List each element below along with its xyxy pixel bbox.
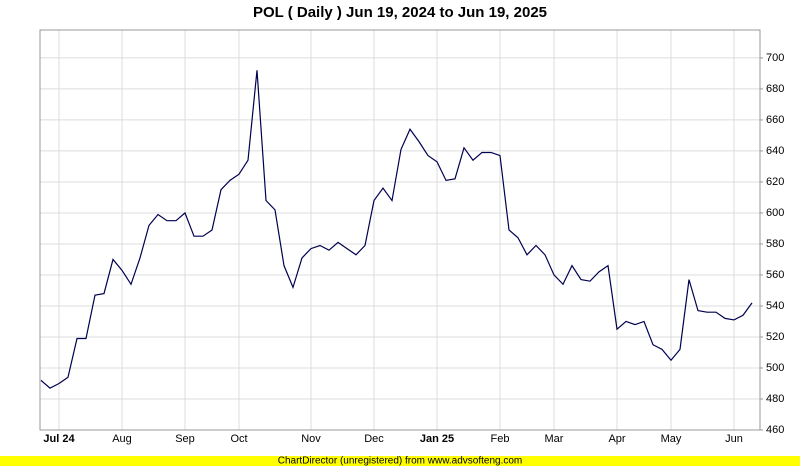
- y-tick-label: 660: [766, 114, 784, 126]
- plot-frame: [39, 29, 761, 431]
- y-tick-label: 500: [766, 362, 784, 374]
- x-tick-label: Oct: [230, 433, 247, 445]
- footer-bar: [0, 456, 800, 466]
- y-tick-label: 600: [766, 207, 784, 219]
- x-tick-label: Jun: [725, 433, 743, 445]
- y-tick-label: 620: [766, 176, 784, 188]
- x-tick-label: Aug: [112, 433, 132, 445]
- x-tick-label: Feb: [491, 433, 510, 445]
- x-tick-label: Apr: [608, 433, 625, 445]
- y-tick-label: 680: [766, 83, 784, 95]
- chart-title: POL ( Daily ) Jun 19, 2024 to Jun 19, 20…: [253, 4, 547, 21]
- y-tick-label: 480: [766, 393, 784, 405]
- x-tick-label: Jan 25: [420, 433, 454, 445]
- price-line: [40, 70, 753, 389]
- y-tick-label: 560: [766, 269, 784, 281]
- y-tick-label: 520: [766, 331, 784, 343]
- grid: [40, 30, 760, 431]
- x-tick-label: Mar: [545, 433, 564, 445]
- footer: ChartDirector (unregistered) from www.ad…: [278, 456, 523, 466]
- x-tick-label: May: [661, 433, 682, 445]
- y-tick-label: 460: [766, 424, 784, 436]
- y-tick-label: 700: [766, 52, 784, 64]
- x-tick-label: Nov: [301, 433, 321, 445]
- y-tick-label: 540: [766, 300, 784, 312]
- x-tick-label: Jul 24: [43, 433, 75, 445]
- x-tick-label: Dec: [364, 433, 384, 445]
- y-tick-label: 640: [766, 145, 784, 157]
- y-tick-label: 580: [766, 238, 784, 250]
- x-tick-label: Sep: [175, 433, 195, 445]
